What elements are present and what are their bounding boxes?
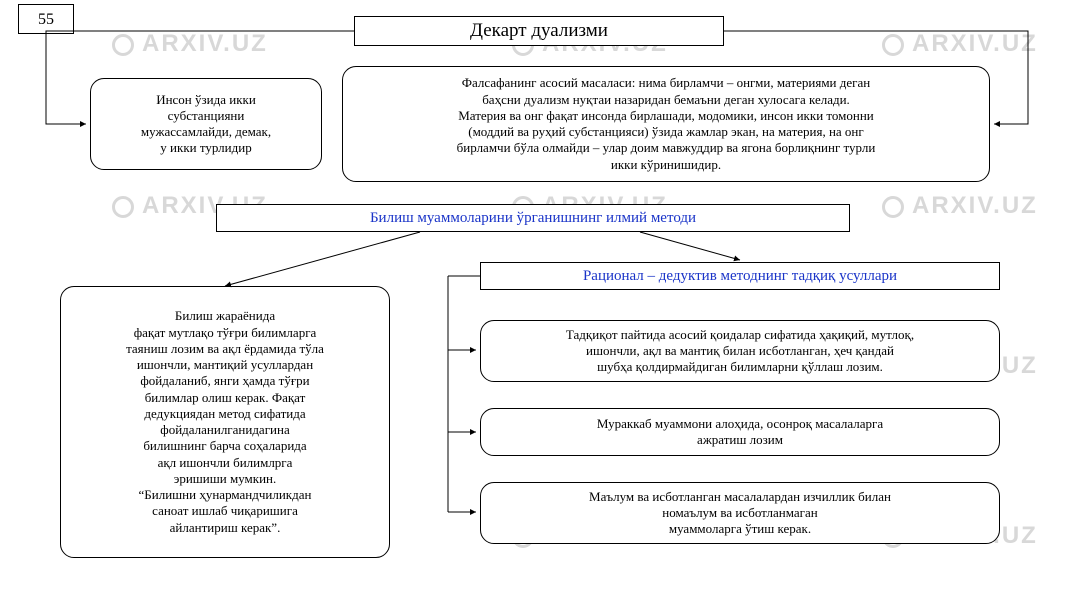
box-cognition-process: Билиш жараёнидафақат мутлақо тўғри билим…: [60, 286, 390, 558]
subheading-rational-deductive: Рационал – дедуктив методнинг тадқиқ усу…: [480, 262, 1000, 290]
watermark-text: ARXIV.UZ: [912, 30, 1038, 58]
box-rule-2: Мураккаб муаммони алоҳида, осонроқ масал…: [480, 408, 1000, 456]
watermark-icon: [112, 196, 134, 218]
page-number: 55: [18, 4, 74, 34]
box-rule-1: Тадқиқот пайтида асосий қоидалар сифатид…: [480, 320, 1000, 382]
box-human-dualism: Инсон ўзида иккисубстанциянимужассамлайд…: [90, 78, 322, 170]
watermark-icon: [882, 34, 904, 56]
watermark-icon: [112, 34, 134, 56]
watermark-text: ARXIV.UZ: [142, 30, 268, 58]
watermark-text: ARXIV.UZ: [912, 192, 1038, 220]
box-philosophy-main: Фалсафанинг асосий масаласи: нима бирлам…: [342, 66, 990, 182]
diagram-title: Декарт дуализми: [354, 16, 724, 46]
section-heading-method: Билиш муаммоларини ўрганишнинг илмий мет…: [216, 204, 850, 232]
watermark-icon: [882, 196, 904, 218]
box-rule-3: Маълум ва исботланган масалалардан изчил…: [480, 482, 1000, 544]
